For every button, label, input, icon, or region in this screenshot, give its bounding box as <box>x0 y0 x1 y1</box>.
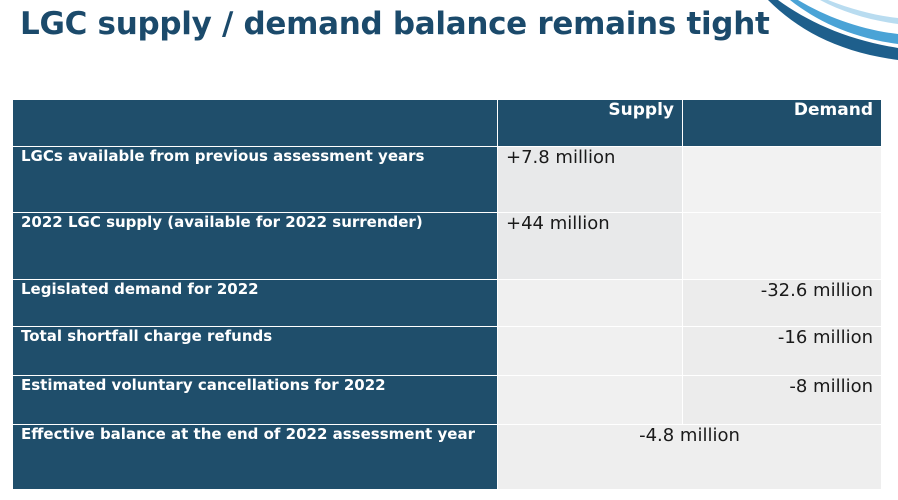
row-label: Total shortfall charge refunds <box>12 326 498 376</box>
demand-cell <box>682 146 882 213</box>
balance-row: Effective balance at the end of 2022 ass… <box>12 424 882 490</box>
demand-header: Demand <box>682 99 882 147</box>
demand-cell: -16 million <box>682 326 882 376</box>
table-row: 2022 LGC supply (available for 2022 surr… <box>12 212 882 280</box>
decorative-swoosh <box>768 0 898 60</box>
row-label: LGCs available from previous assessment … <box>12 146 498 213</box>
row-label: 2022 LGC supply (available for 2022 surr… <box>12 212 498 280</box>
slide-title: LGC supply / demand balance remains tigh… <box>20 6 770 42</box>
balance-value: -4.8 million <box>497 424 882 490</box>
supply-cell: +44 million <box>497 212 683 280</box>
supply-demand-table: Supply Demand LGCs available from previo… <box>12 99 882 490</box>
table-row: Total shortfall charge refunds -16 milli… <box>12 326 882 376</box>
row-label: Estimated voluntary cancellations for 20… <box>12 375 498 425</box>
balance-label: Effective balance at the end of 2022 ass… <box>12 424 498 490</box>
supply-cell <box>497 326 683 376</box>
supply-cell <box>497 279 683 327</box>
row-label: Legislated demand for 2022 <box>12 279 498 327</box>
demand-cell <box>682 212 882 280</box>
table-row: LGCs available from previous assessment … <box>12 146 882 213</box>
supply-cell: +7.8 million <box>497 146 683 213</box>
supply-header: Supply <box>497 99 683 147</box>
header-row: Supply Demand <box>12 99 882 147</box>
table-row: Estimated voluntary cancellations for 20… <box>12 375 882 425</box>
demand-cell: -8 million <box>682 375 882 425</box>
table-row: Legislated demand for 2022 -32.6 million <box>12 279 882 327</box>
supply-cell <box>497 375 683 425</box>
header-corner-cell <box>12 99 498 147</box>
demand-cell: -32.6 million <box>682 279 882 327</box>
